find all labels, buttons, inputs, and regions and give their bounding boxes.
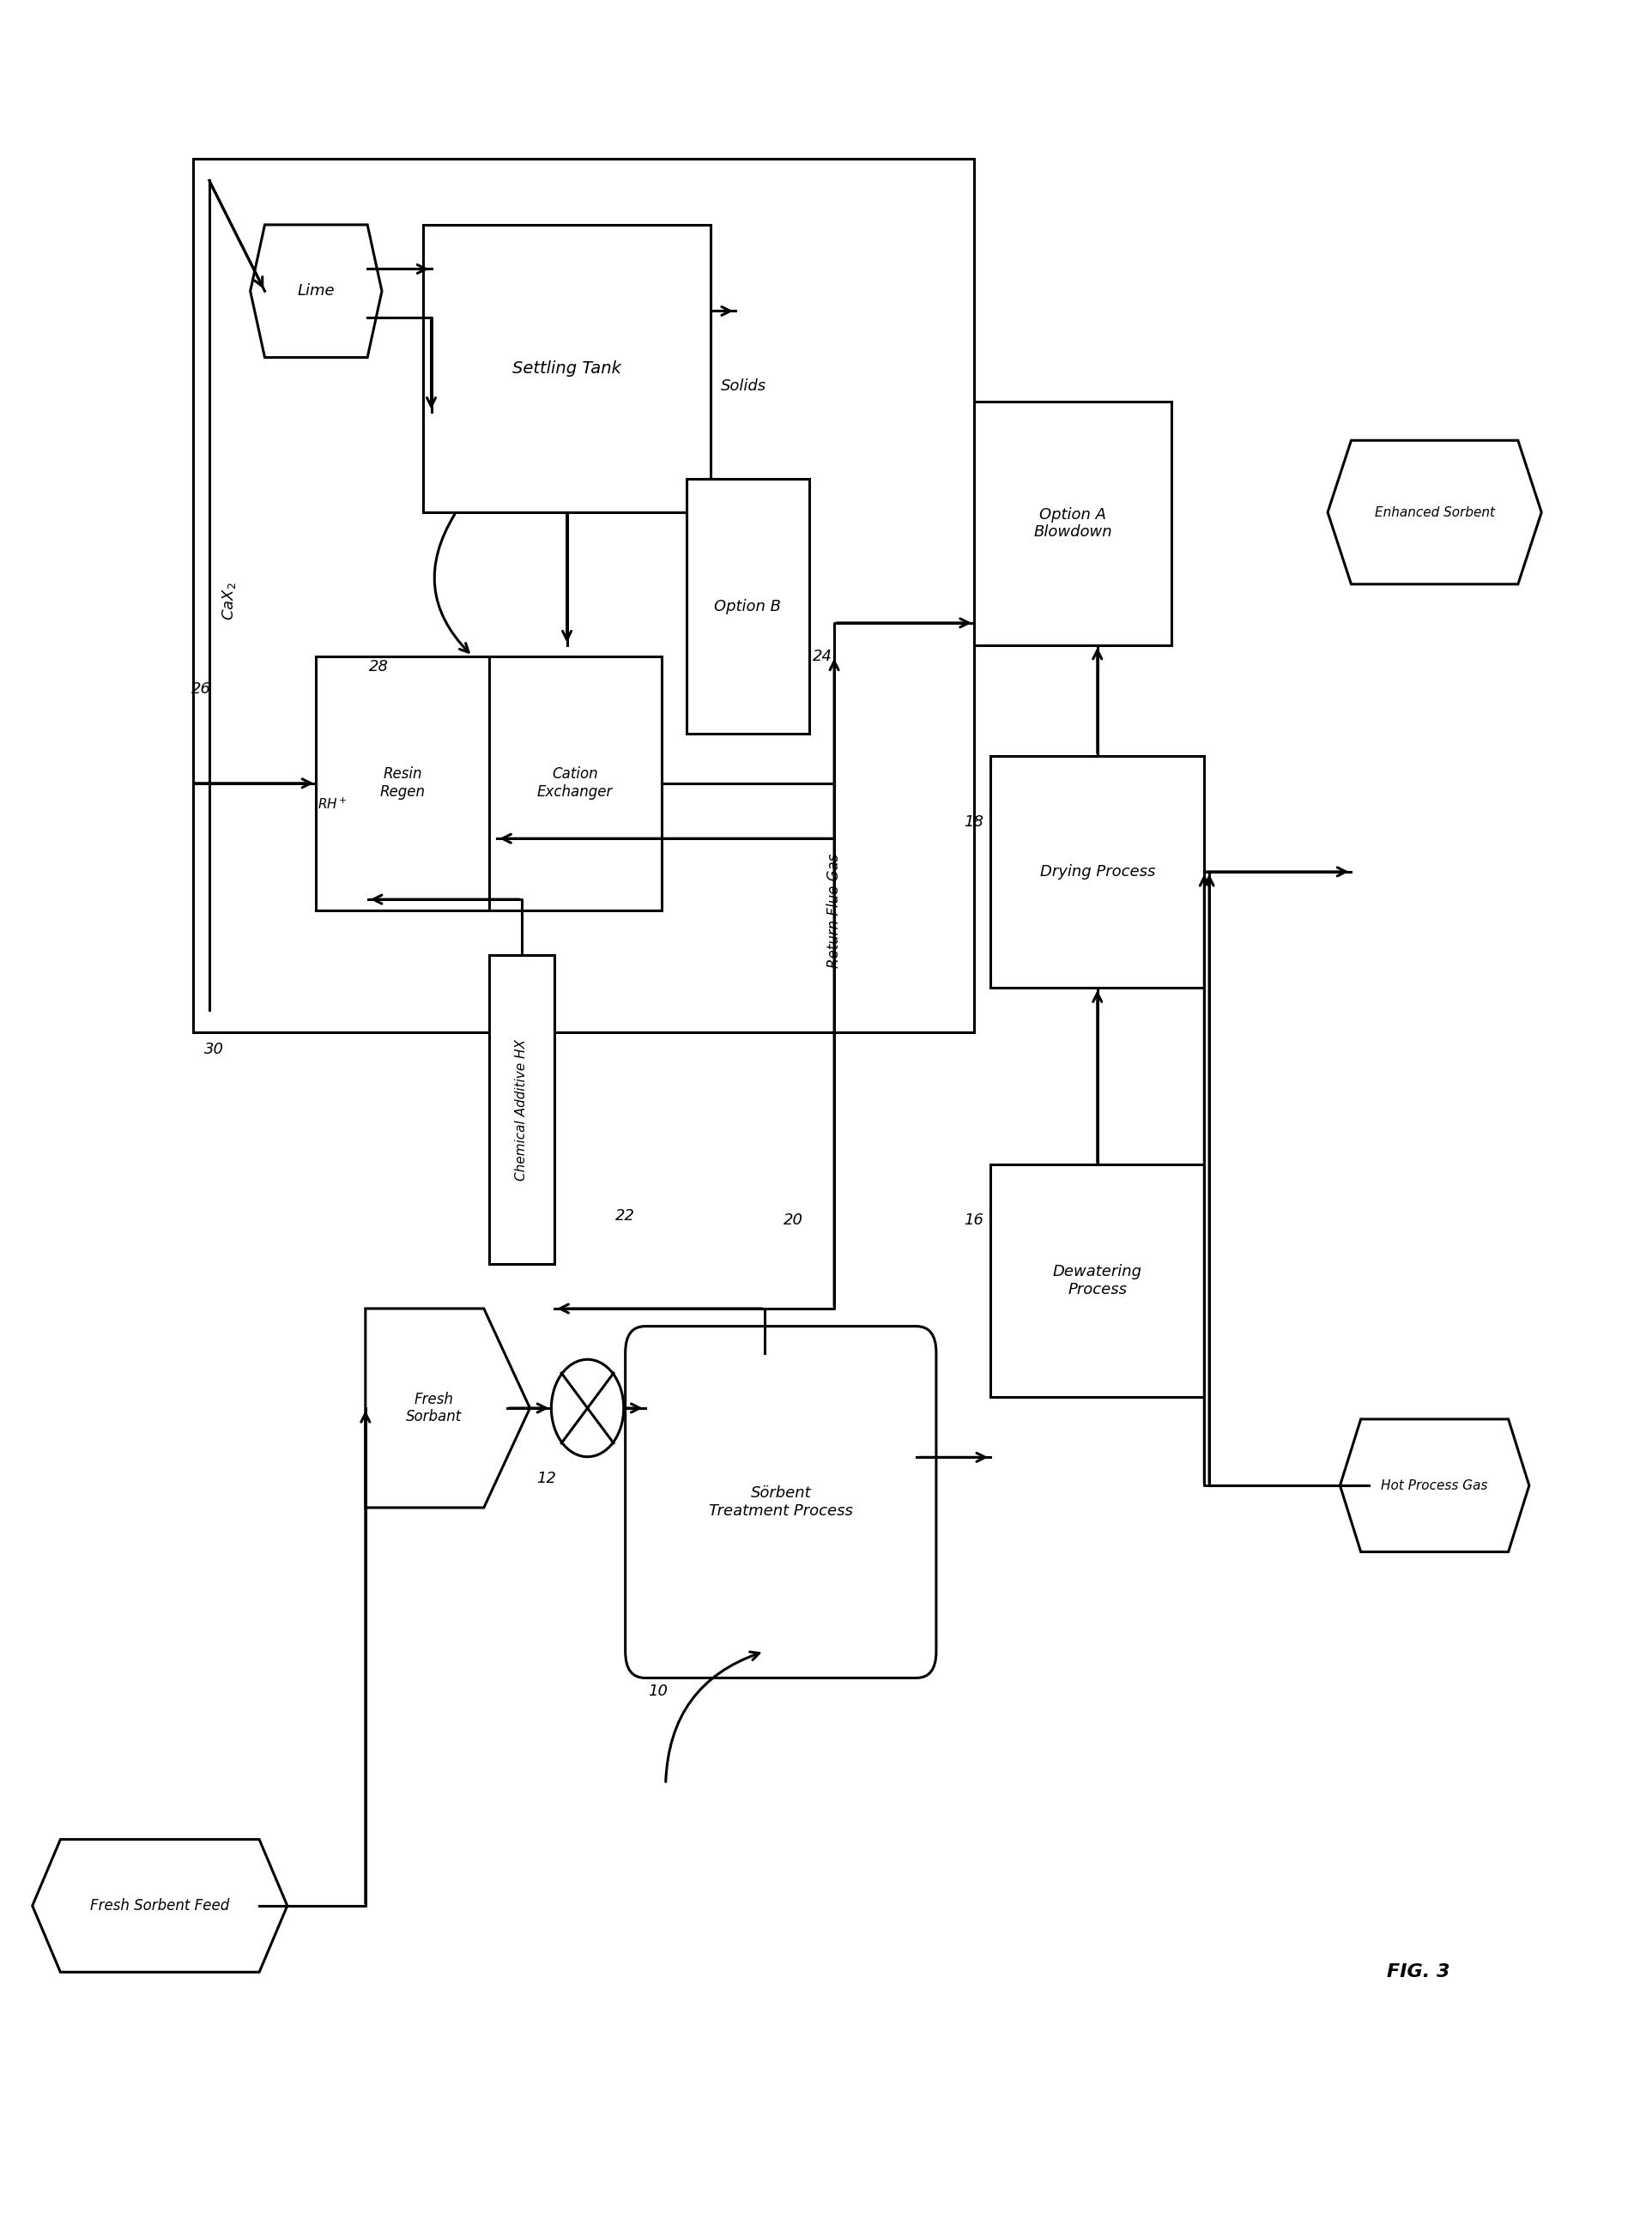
Bar [975,402,1171,646]
Bar [489,954,555,1265]
Bar [991,1165,1204,1398]
Text: 12: 12 [537,1471,557,1487]
Text: Lime: Lime [297,284,335,300]
Text: Option A
Blowdown: Option A Blowdown [1034,506,1112,539]
Bar [423,224,710,513]
Text: Drying Process: Drying Process [1039,863,1155,879]
Bar [991,757,1204,987]
Text: 26: 26 [192,681,211,697]
Polygon shape [365,1309,530,1507]
Text: Return Flue Gas: Return Flue Gas [826,854,843,967]
Polygon shape [1340,1420,1530,1551]
Text: 20: 20 [783,1212,803,1227]
Text: Enhanced Sorbent: Enhanced Sorbent [1374,506,1495,519]
Text: 30: 30 [205,1043,225,1058]
Text: 10: 10 [648,1684,667,1700]
Text: CaX$_2$: CaX$_2$ [220,581,238,619]
Text: RH$^+$: RH$^+$ [317,797,347,812]
Text: 28: 28 [368,659,388,675]
Text: 22: 22 [616,1207,636,1223]
Text: 24: 24 [813,648,833,663]
Bar [686,479,809,734]
Text: Chemical Additive HX: Chemical Additive HX [515,1038,529,1181]
Text: Fresh
Sorbant: Fresh Sorbant [406,1391,463,1425]
Text: Cation
Exchanger: Cation Exchanger [537,766,613,799]
Polygon shape [251,224,382,357]
Text: Dewatering
Process: Dewatering Process [1052,1265,1142,1298]
Polygon shape [1328,439,1541,584]
Text: 18: 18 [965,814,985,830]
Bar [316,657,489,910]
Text: Hot Process Gas: Hot Process Gas [1381,1480,1488,1491]
Text: Option B: Option B [714,599,781,615]
Text: Resin
Regen: Resin Regen [380,766,425,799]
Text: 16: 16 [965,1212,985,1227]
Text: Sörbent
Treatment Process: Sörbent Treatment Process [709,1485,852,1518]
Text: FIG. 3: FIG. 3 [1386,1964,1450,1982]
Bar [193,158,975,1032]
Text: Fresh Sorbent Feed: Fresh Sorbent Feed [91,1897,230,1913]
Text: Solids: Solids [720,379,767,395]
Bar [489,657,661,910]
Polygon shape [33,1840,287,1973]
FancyBboxPatch shape [626,1327,937,1678]
Text: Settling Tank: Settling Tank [512,359,621,377]
